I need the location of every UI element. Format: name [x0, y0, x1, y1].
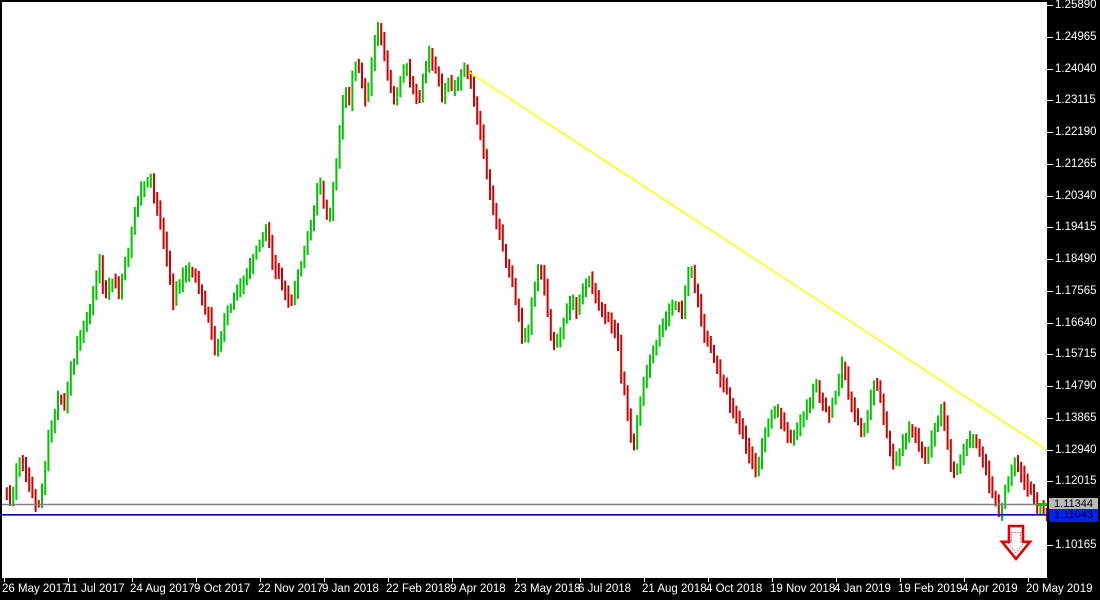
price-scale-tick	[1047, 291, 1053, 292]
price-scale-label: 1.24965	[1055, 31, 1097, 43]
time-scale-tick	[132, 578, 133, 582]
time-scale-label: 24 Aug 2017	[130, 583, 195, 595]
price-scale-tick	[1047, 386, 1053, 387]
time-scale-label: 20 May 2019	[1026, 583, 1093, 595]
price-scale-tick	[1047, 481, 1053, 482]
price-scale-label: 1.12015	[1055, 475, 1097, 487]
time-scale-tick	[580, 578, 581, 582]
time-scale[interactable]: 26 May 2017 11 Jul 2017 24 Aug 2017 9 Oct 2…	[0, 578, 1100, 600]
time-scale-label: 19 Nov 2018	[770, 583, 836, 595]
down-arrow-inner-dash	[1006, 531, 1026, 554]
time-scale-tick	[4, 578, 5, 582]
hline-price-marker: 1.11344	[1049, 498, 1098, 511]
price-scale-tick	[1047, 5, 1053, 6]
time-scale-label: 21 Aug 2018	[642, 583, 707, 595]
time-scale-tick	[900, 578, 901, 582]
price-scale-label: 1.24040	[1055, 63, 1097, 75]
time-scale-label: 22 Nov 2017	[258, 583, 324, 595]
price-scale-tick	[1047, 323, 1053, 324]
time-scale-label: 6 Jul 2018	[578, 583, 632, 595]
price-scale-label: 1.16640	[1055, 317, 1097, 329]
trendline-object[interactable]	[468, 71, 1047, 451]
time-scale-label: 4 Apr 2019	[962, 583, 1018, 595]
price-scale-label: 1.21265	[1055, 158, 1097, 170]
time-scale-tick	[644, 578, 645, 582]
time-scale-label: 19 Feb 2019	[898, 583, 963, 595]
price-scale-tick	[1047, 196, 1053, 197]
time-scale-tick	[772, 578, 773, 582]
down-arrow-icon[interactable]	[999, 524, 1033, 562]
price-scale-tick	[1047, 100, 1053, 101]
time-scale-label: 9 Apr 2018	[450, 583, 506, 595]
price-scale-tick	[1047, 132, 1053, 133]
time-scale-tick	[260, 578, 261, 582]
time-scale-tick	[708, 578, 709, 582]
price-scale-label: 1.14790	[1055, 380, 1097, 392]
time-scale-tick	[964, 578, 965, 582]
price-scale[interactable]: 1.25890 1.24965 1.24040 1.23115 1.22190 1.212…	[1047, 0, 1100, 578]
time-scale-label: 26 May 2017	[2, 583, 69, 595]
price-scale-label: 1.12940	[1055, 444, 1097, 456]
time-scale-label: 4 Jan 2019	[834, 583, 891, 595]
price-chart-plot[interactable]	[2, 2, 1047, 578]
price-scale-tick	[1047, 545, 1053, 546]
price-scale-label: 1.20340	[1055, 190, 1097, 202]
price-scale-label: 1.15715	[1055, 348, 1097, 360]
time-scale-tick	[324, 578, 325, 582]
time-scale-label: 22 Feb 2018	[386, 583, 451, 595]
time-scale-tick	[516, 578, 517, 582]
price-scale-label: 1.25890	[1055, 0, 1097, 11]
price-scale-tick	[1047, 69, 1053, 70]
time-scale-label: 4 Oct 2018	[706, 583, 763, 595]
time-scale-tick	[388, 578, 389, 582]
price-scale-label: 1.22190	[1055, 126, 1097, 138]
price-chart-svg[interactable]	[2, 2, 1047, 578]
down-arrow-outline	[999, 524, 1033, 562]
price-scale-label: 1.10165	[1055, 539, 1097, 551]
price-scale-tick	[1047, 259, 1053, 260]
time-scale-label: 9 Jan 2018	[322, 583, 379, 595]
price-scale-label: 1.19415	[1055, 221, 1097, 233]
price-scale-label: 1.13865	[1055, 412, 1097, 424]
price-scale-label: 1.17565	[1055, 285, 1097, 297]
time-scale-tick	[836, 578, 837, 582]
time-scale-tick	[196, 578, 197, 582]
time-scale-label: 23 May 2018	[514, 583, 581, 595]
time-scale-label: 11 Jul 2017	[66, 583, 125, 595]
price-scale-tick	[1047, 418, 1053, 419]
price-scale-tick	[1047, 354, 1053, 355]
time-scale-tick	[1028, 578, 1029, 582]
time-scale-tick	[452, 578, 453, 582]
time-scale-tick	[68, 578, 69, 582]
price-scale-label: 1.23115	[1055, 94, 1096, 106]
price-scale-tick	[1047, 37, 1053, 38]
price-scale-tick	[1047, 164, 1053, 165]
price-scale-tick	[1047, 450, 1053, 451]
price-scale-label: 1.18490	[1055, 253, 1097, 265]
time-scale-label: 9 Oct 2017	[194, 583, 251, 595]
bid-price-marker: 1.11043	[1049, 509, 1098, 522]
price-scale-tick	[1047, 227, 1053, 228]
